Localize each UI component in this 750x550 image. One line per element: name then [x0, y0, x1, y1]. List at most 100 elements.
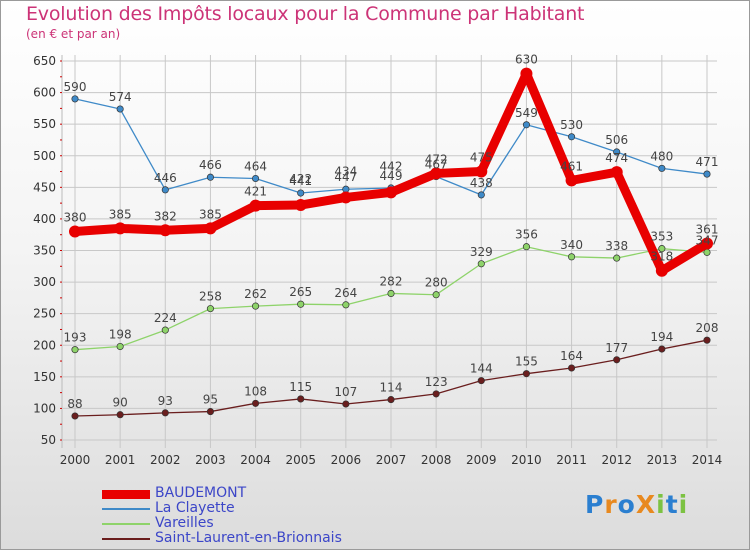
- data-label: 446: [154, 171, 177, 185]
- data-point: [522, 243, 530, 251]
- data-label: 353: [650, 230, 673, 244]
- x-tick-label: 2011: [556, 453, 587, 467]
- y-tick-label: 200: [33, 338, 56, 352]
- legend-label: Saint-Laurent-en-Brionnais: [155, 530, 342, 546]
- data-label: 338: [605, 239, 628, 253]
- data-label: 461: [560, 159, 583, 173]
- data-label: 114: [380, 381, 403, 395]
- data-point: [71, 412, 79, 420]
- data-label: 438: [470, 176, 493, 190]
- data-label: 530: [560, 118, 583, 132]
- logo-letter: P: [585, 490, 605, 519]
- data-point: [71, 346, 79, 354]
- x-tick-label: 2000: [60, 453, 91, 467]
- data-point: [655, 264, 668, 277]
- data-label: 471: [696, 155, 719, 169]
- data-label: 442: [380, 159, 403, 173]
- data-label: 224: [154, 311, 177, 325]
- data-point: [249, 199, 262, 212]
- data-label: 467: [425, 158, 448, 172]
- legend-swatch: [102, 489, 150, 499]
- data-point: [342, 400, 350, 408]
- data-point: [206, 408, 214, 416]
- chart-subtitle: (en € et par an): [26, 27, 121, 41]
- data-point: [568, 364, 576, 372]
- data-label: 630: [515, 53, 538, 67]
- y-tick-label: 500: [33, 149, 56, 163]
- data-label: 385: [109, 207, 132, 221]
- data-point: [658, 164, 666, 172]
- legend-label: La Clayette: [155, 500, 235, 516]
- data-point: [477, 377, 485, 385]
- legend-swatch: [102, 538, 150, 540]
- data-label: 93: [158, 394, 173, 408]
- data-label: 95: [203, 393, 218, 407]
- data-point: [116, 411, 124, 419]
- data-point: [69, 225, 81, 238]
- legend-swatch: [102, 523, 150, 525]
- data-label: 475: [470, 151, 493, 165]
- data-point: [658, 345, 666, 353]
- data-label: 155: [515, 355, 538, 369]
- data-point: [522, 121, 530, 129]
- logo-letter: o: [617, 490, 636, 519]
- legend-item: Saint-Laurent-en-Brionnais: [0, 531, 400, 546]
- y-tick-label: 350: [33, 244, 56, 258]
- x-tick-label: 2001: [105, 453, 136, 467]
- data-point: [565, 174, 578, 187]
- data-point: [387, 396, 395, 404]
- data-point: [477, 260, 485, 268]
- y-tick-label: 150: [33, 370, 56, 384]
- data-point: [297, 395, 305, 403]
- legend-swatch: [102, 508, 150, 510]
- data-label: 472: [425, 152, 448, 166]
- data-label: 208: [696, 321, 719, 335]
- x-tick-label: 2009: [466, 453, 497, 467]
- data-label: 88: [67, 397, 82, 411]
- data-point: [161, 186, 169, 194]
- data-point: [658, 245, 666, 253]
- data-point: [204, 222, 217, 235]
- data-label: 115: [289, 380, 312, 394]
- data-label: 318: [650, 250, 673, 264]
- data-label: 385: [199, 207, 222, 221]
- data-point: [116, 342, 124, 351]
- data-point: [432, 390, 440, 398]
- y-tick-label: 600: [33, 86, 56, 100]
- x-tick-label: 2004: [240, 453, 271, 467]
- x-tick-label: 2005: [285, 453, 316, 467]
- legend-item: Vareilles: [0, 516, 400, 531]
- data-point: [206, 305, 214, 313]
- data-label: 123: [425, 375, 448, 389]
- data-point: [613, 254, 621, 262]
- data-label: 590: [64, 80, 87, 94]
- data-point: [252, 174, 260, 183]
- data-label: 441: [289, 174, 312, 188]
- x-tick-label: 2013: [647, 453, 678, 467]
- x-tick-label: 2012: [601, 453, 632, 467]
- x-tick-label: 2010: [511, 453, 542, 467]
- data-label: 265: [289, 285, 312, 299]
- data-point: [430, 167, 443, 180]
- data-label: 107: [334, 385, 357, 399]
- data-point: [159, 224, 172, 237]
- data-label: 466: [199, 158, 222, 172]
- data-label: 447: [334, 170, 357, 184]
- data-point: [385, 186, 397, 199]
- y-tick-label: 550: [33, 117, 56, 131]
- data-label: 164: [560, 349, 583, 363]
- data-point: [161, 409, 169, 417]
- data-label: 90: [113, 396, 128, 410]
- data-label: 356: [515, 228, 538, 242]
- y-tick-label: 100: [33, 401, 56, 415]
- y-tick-label: 650: [33, 54, 56, 68]
- data-point: [161, 326, 169, 334]
- y-tick-label: 450: [33, 180, 56, 194]
- x-tick-label: 2006: [331, 453, 362, 467]
- data-point: [252, 399, 260, 407]
- data-label: 264: [334, 286, 357, 300]
- data-point: [71, 95, 79, 103]
- chart-title: Evolution des Impôts locaux pour la Comm…: [26, 3, 585, 25]
- data-label: 574: [109, 90, 132, 104]
